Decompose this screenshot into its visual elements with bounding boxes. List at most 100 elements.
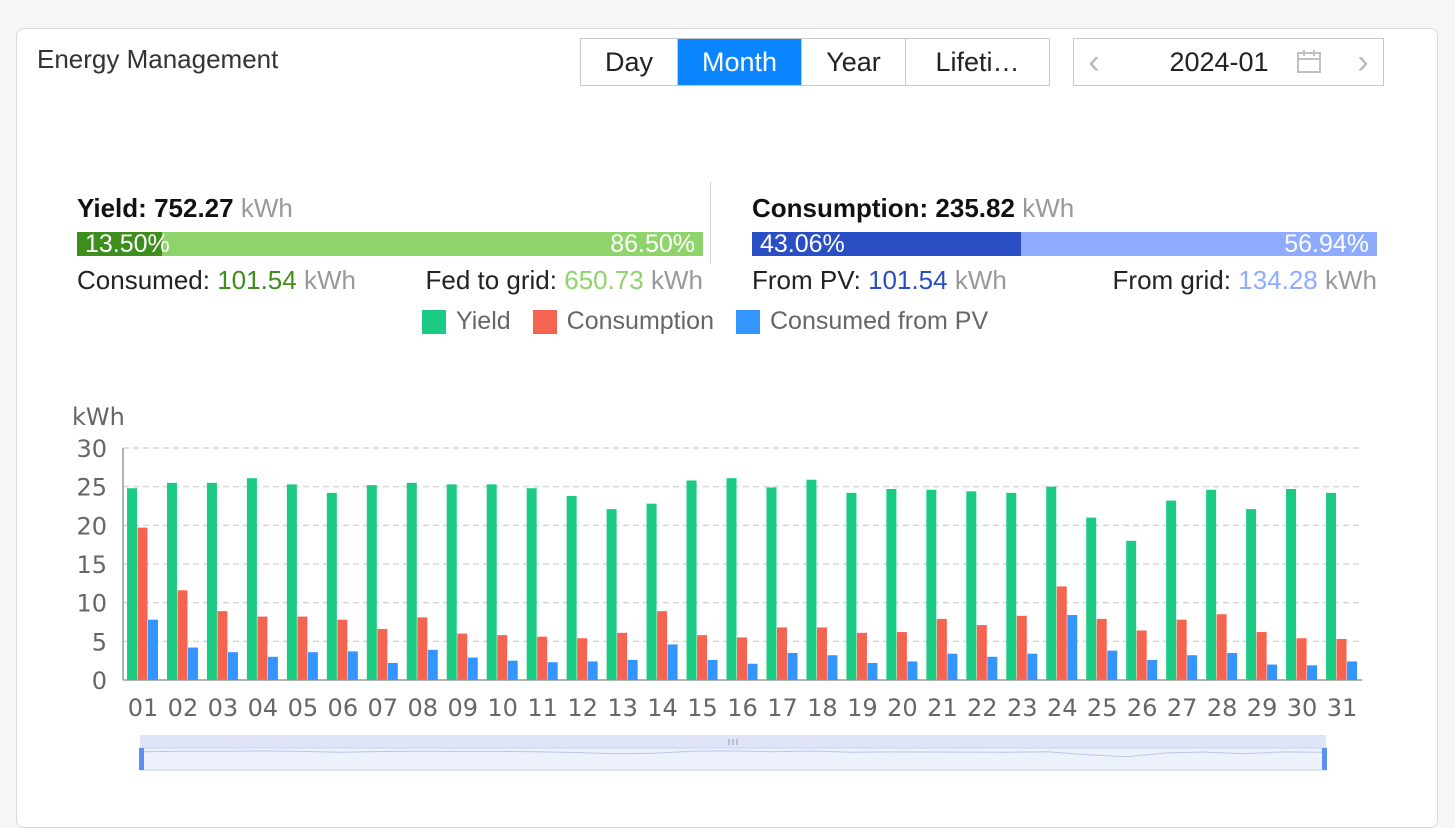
legend-consumption[interactable]: Consumption — [532, 307, 714, 336]
bar-consumed-from-pv-25 — [1107, 650, 1118, 680]
consumption-pv-pct: 43.06% — [760, 232, 845, 256]
x-tick-label: 10 — [487, 694, 518, 722]
bar-yield-27 — [1166, 500, 1177, 680]
tab-month[interactable]: Month — [678, 39, 802, 85]
bar-yield-28 — [1206, 489, 1217, 680]
bar-yield-04 — [246, 478, 257, 680]
bar-yield-14 — [646, 503, 657, 680]
legend-swatch-yield — [422, 309, 446, 334]
fed-to-grid-stat: Fed to grid: 650.73 kWh — [425, 265, 703, 296]
bar-consumed-from-pv-27 — [1187, 655, 1198, 680]
x-tick-label: 25 — [1087, 694, 1118, 722]
bar-consumption-01 — [137, 527, 148, 680]
yield-consumed-pct: 13.50% — [85, 232, 170, 256]
bar-consumed-from-pv-28 — [1227, 652, 1238, 680]
bar-consumed-from-pv-05 — [307, 652, 318, 680]
consumption-grid-pct: 56.94% — [1284, 232, 1369, 256]
bar-consumption-27 — [1176, 619, 1187, 680]
x-tick-label: 19 — [847, 694, 878, 722]
bar-yield-08 — [406, 482, 417, 680]
y-tick-label: 30 — [76, 435, 107, 463]
x-tick-label: 16 — [727, 694, 758, 722]
zoom-handle-left[interactable] — [139, 748, 144, 770]
bar-consumed-from-pv-19 — [867, 662, 878, 680]
consumption-bar: 43.06% 56.94% — [752, 232, 1377, 256]
x-tick-label: 17 — [767, 694, 798, 722]
energy-management-card — [16, 28, 1438, 828]
from-pv-value: 101.54 — [868, 265, 948, 295]
zoom-handle-right[interactable] — [1322, 748, 1327, 770]
bar-consumption-26 — [1136, 630, 1147, 680]
consumption-grid-segment — [1021, 232, 1377, 256]
fed-to-grid-unit: kWh — [651, 265, 703, 295]
bar-consumption-08 — [417, 617, 428, 680]
consumption-label: Consumption: — [752, 193, 929, 223]
bar-yield-16 — [726, 478, 737, 680]
x-tick-label: 27 — [1167, 694, 1198, 722]
chevron-left-icon[interactable]: ‹ — [1088, 43, 1100, 81]
bar-consumed-from-pv-20 — [907, 661, 918, 680]
bar-consumption-03 — [217, 611, 228, 680]
tab-lifetime[interactable]: Lifeti… — [935, 47, 1020, 77]
x-tick-label: 31 — [1327, 694, 1358, 722]
bar-consumption-23 — [1016, 615, 1027, 680]
bar-consumed-from-pv-26 — [1147, 659, 1158, 680]
tab-day[interactable]: Day — [581, 39, 678, 85]
bar-consumption-15 — [697, 635, 708, 680]
legend-swatch-consumption — [532, 309, 557, 334]
yield-value: 752.27 — [154, 193, 234, 223]
bar-yield-29 — [1246, 509, 1257, 680]
bar-consumed-from-pv-01 — [148, 619, 158, 680]
bar-yield-26 — [1126, 540, 1137, 680]
x-tick-label: 13 — [607, 694, 638, 722]
chevron-right-icon[interactable]: › — [1357, 43, 1369, 81]
bar-consumption-05 — [297, 616, 308, 680]
bar-yield-30 — [1286, 488, 1297, 680]
bar-consumed-from-pv-31 — [1347, 661, 1358, 680]
bar-consumption-10 — [497, 635, 508, 680]
bar-consumed-from-pv-17 — [787, 652, 798, 680]
consumed-stat: Consumed: 101.54 kWh — [77, 265, 356, 296]
bar-consumption-09 — [457, 633, 468, 680]
legend-consumed-from-pv[interactable]: Consumed from PV — [735, 307, 988, 336]
bar-yield-31 — [1326, 492, 1337, 680]
bar-consumption-04 — [257, 616, 268, 680]
bar-consumed-from-pv-23 — [1027, 653, 1038, 680]
legend-label-yield: Yield — [456, 307, 511, 335]
bar-consumption-06 — [337, 619, 348, 680]
period-tabs: Day Month Year Lifeti… — [580, 38, 1050, 86]
y-tick-label: 5 — [92, 628, 107, 656]
bar-yield-25 — [1086, 517, 1097, 680]
x-tick-label: 12 — [567, 694, 598, 722]
bar-consumption-29 — [1256, 632, 1267, 680]
yield-bar: 13.50% 86.50% — [77, 232, 703, 256]
bar-consumption-11 — [537, 636, 548, 680]
bar-yield-15 — [686, 480, 697, 680]
bar-yield-21 — [926, 489, 937, 680]
chart-legend: Yield Consumption Consumed from PV — [422, 307, 1010, 336]
consumption-summary: Consumption: 235.82 kWh 43.06% 56.94% Fr… — [752, 193, 1377, 296]
legend-yield[interactable]: Yield — [422, 307, 511, 336]
bar-consumption-24 — [1056, 586, 1067, 680]
bar-yield-07 — [366, 485, 377, 680]
date-value[interactable]: 2024-01 — [1169, 47, 1269, 77]
bar-consumption-25 — [1096, 618, 1107, 680]
x-tick-label: 01 — [128, 694, 159, 722]
bar-consumed-from-pv-16 — [747, 663, 758, 680]
month-date-picker[interactable]: ‹ 2024-01 › — [1073, 38, 1384, 86]
bar-consumed-from-pv-18 — [827, 655, 838, 680]
bar-yield-11 — [526, 488, 537, 680]
y-tick-label: 20 — [76, 512, 107, 540]
bar-yield-17 — [766, 487, 777, 680]
yield-unit: kWh — [240, 193, 293, 223]
from-pv-unit: kWh — [954, 265, 1007, 295]
bar-consumed-from-pv-22 — [987, 656, 998, 680]
x-tick-label: 06 — [328, 694, 359, 722]
bar-consumption-28 — [1216, 614, 1227, 680]
bar-yield-10 — [486, 484, 497, 680]
bar-consumption-14 — [657, 611, 668, 680]
consumed-unit: kWh — [303, 265, 356, 295]
tab-year[interactable]: Year — [802, 39, 906, 85]
calendar-icon[interactable] — [1296, 49, 1322, 75]
bar-consumed-from-pv-11 — [547, 662, 558, 680]
